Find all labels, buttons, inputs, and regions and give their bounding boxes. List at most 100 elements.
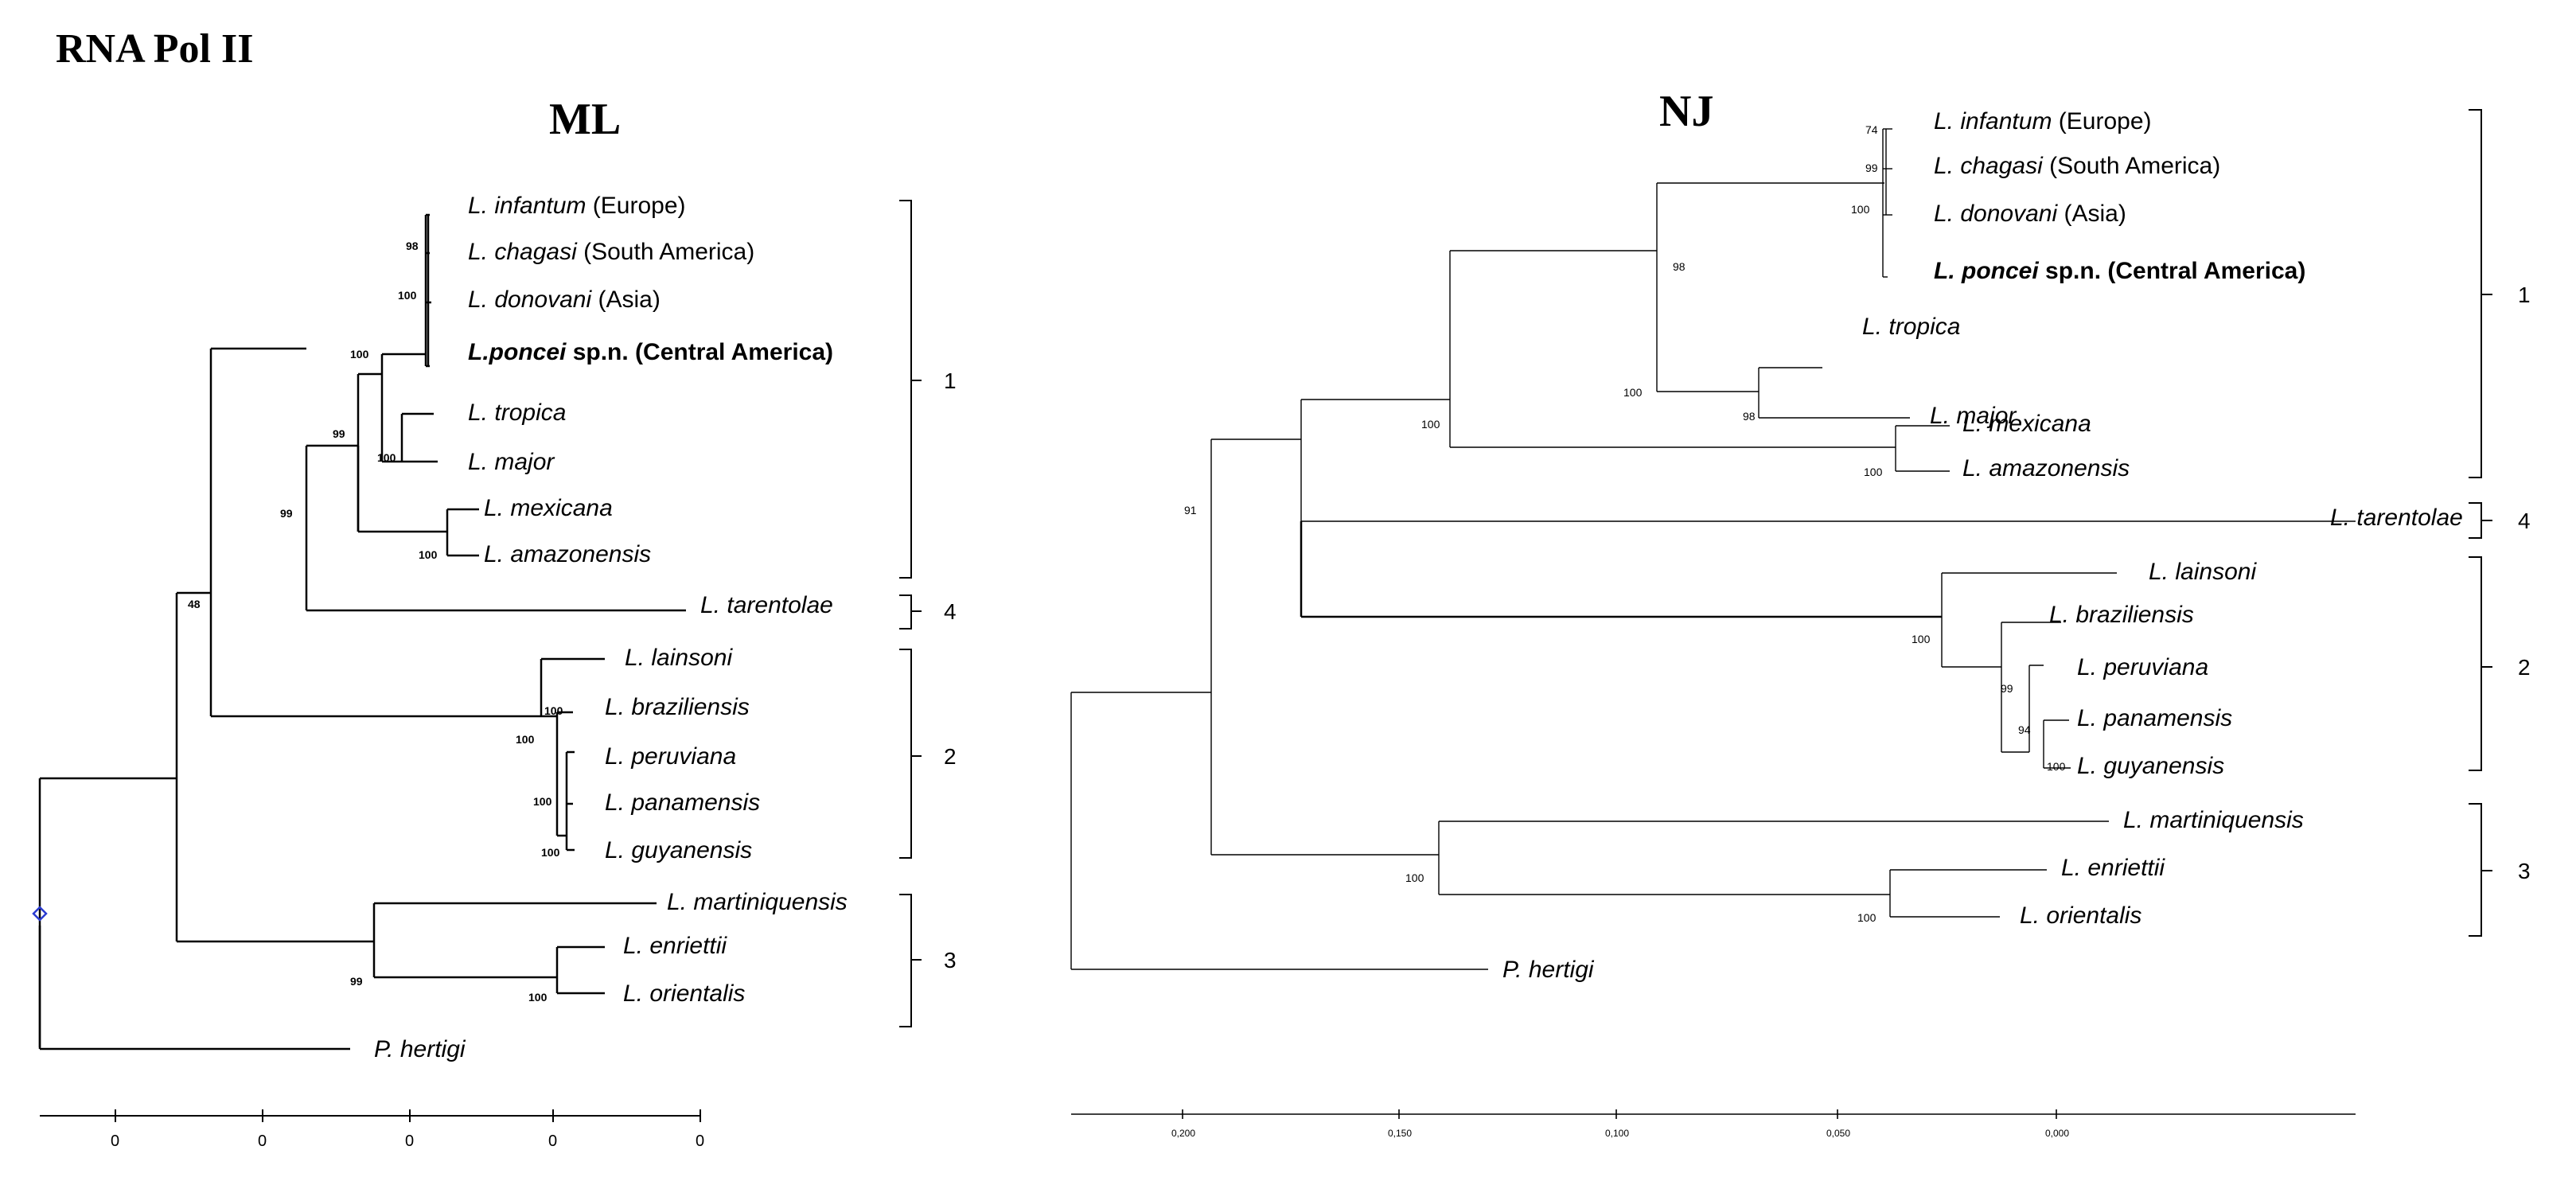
nj-tree-branches bbox=[1070, 128, 2356, 970]
ml-panel-title: ML bbox=[549, 95, 621, 144]
ml-taxon-amazonensis: L. amazonensis bbox=[484, 541, 651, 567]
nj-bootstrap-value: 98 bbox=[1743, 410, 1756, 423]
nj-panel-title: NJ bbox=[1659, 87, 1713, 136]
nj-clade-labels: 1 4 2 3 bbox=[2518, 283, 2531, 883]
ml-taxon-orientalis: L. orientalis bbox=[623, 980, 745, 1007]
ml-clade-brackets bbox=[899, 200, 922, 1027]
nj-bootstrap-value: 100 bbox=[1623, 386, 1643, 399]
ml-bootstrap-value: 100 bbox=[350, 348, 369, 361]
nj-taxon-enriettii: L. enriettii bbox=[2061, 855, 2165, 881]
ml-tree-branches bbox=[38, 213, 686, 1051]
ml-taxon-major: L. major bbox=[468, 449, 555, 475]
ml-taxon-donovani: L. donovani (Asia) bbox=[468, 287, 661, 313]
nj-bootstrap-value: 98 bbox=[1673, 260, 1686, 273]
nj-clade-label-2: 2 bbox=[2518, 655, 2531, 680]
nj-taxon-infantum: L. infantum (Europe) bbox=[1934, 108, 2152, 134]
ml-bootstrap-value: 100 bbox=[541, 846, 560, 859]
nj-bootstrap-value: 100 bbox=[1857, 911, 1876, 924]
nj-clade-label-3: 3 bbox=[2518, 859, 2531, 883]
ml-bootstrap-value: 98 bbox=[406, 240, 419, 252]
ml-bootstrap-value: 100 bbox=[398, 289, 417, 302]
ml-clade-label-3: 3 bbox=[944, 948, 957, 973]
ml-clade-label-4: 4 bbox=[944, 599, 957, 624]
ml-taxon-tarentolae: L. tarentolae bbox=[700, 592, 833, 618]
ml-axis-tick-label: 0 bbox=[696, 1132, 704, 1150]
ml-taxa-labels: L. infantum (Europe) L. chagasi (South A… bbox=[374, 193, 848, 1062]
nj-bootstrap-value: 74 bbox=[1865, 123, 1878, 136]
ml-bootstrap-value: 48 bbox=[188, 598, 201, 610]
nj-taxon-amazonensis: L. amazonensis bbox=[1962, 455, 2130, 481]
nj-taxon-lainsoni: L. lainsoni bbox=[2149, 559, 2257, 585]
ml-taxon-martiniquensis: L. martiniquensis bbox=[667, 889, 848, 915]
nj-bootstrap-value: 99 bbox=[2001, 682, 2013, 695]
nj-bootstrap-value: 100 bbox=[1864, 466, 1883, 478]
nj-axis-tick-label: 0,200 bbox=[1171, 1128, 1195, 1139]
ml-taxon-hertigi: P. hertigi bbox=[374, 1036, 466, 1062]
nj-axis-tick-label: 0,100 bbox=[1605, 1128, 1629, 1139]
nj-clade-brackets bbox=[2469, 109, 2492, 937]
nj-axis-tick-label: 0,000 bbox=[2045, 1128, 2069, 1139]
ml-taxon-panamensis: L. panamensis bbox=[605, 789, 760, 816]
nj-taxon-braziliensis: L. braziliensis bbox=[2049, 602, 2194, 628]
ml-bootstrap-value: 99 bbox=[333, 427, 345, 440]
nj-panel: NJ bbox=[1070, 87, 2531, 1139]
ml-axis-tick-label: 0 bbox=[111, 1132, 119, 1150]
ml-bootstrap-value: 100 bbox=[377, 451, 396, 464]
ml-taxon-peruviana: L. peruviana bbox=[605, 743, 736, 770]
nj-taxon-tarentolae: L. tarentolae bbox=[2330, 505, 2463, 531]
nj-bootstrap-value: 100 bbox=[2047, 760, 2066, 773]
nj-bootstrap-value: 100 bbox=[1421, 418, 1440, 431]
nj-taxon-donovani: L. donovani (Asia) bbox=[1934, 201, 2126, 227]
ml-bootstrap-values: 98 100 100 100 99 100 99 48 100 100 100 … bbox=[188, 240, 563, 1004]
nj-thick-branches bbox=[1300, 521, 1942, 618]
ml-taxon-enriettii: L. enriettii bbox=[623, 933, 727, 959]
ml-taxon-mexicana: L. mexicana bbox=[484, 495, 613, 521]
nj-bootstrap-values: 74 99 100 98 100 98 100 100 91 100 99 94… bbox=[1184, 123, 2066, 924]
ml-axis-tick-label: 0 bbox=[405, 1132, 414, 1150]
ml-clade-labels: 1 4 2 3 bbox=[944, 368, 957, 973]
ml-root-marker bbox=[32, 906, 48, 922]
ml-axis-tick-label: 0 bbox=[548, 1132, 557, 1150]
nj-taxon-orientalis: L. orientalis bbox=[2020, 902, 2141, 929]
ml-bootstrap-value: 100 bbox=[544, 704, 563, 717]
nj-bootstrap-value: 100 bbox=[1405, 871, 1424, 884]
ml-bootstrap-value: 100 bbox=[419, 548, 438, 561]
ml-scale-axis: 0 0 0 0 0 bbox=[40, 1109, 704, 1150]
nj-clade-label-1: 1 bbox=[2518, 283, 2531, 307]
nj-taxon-major: L. major bbox=[1930, 403, 2017, 429]
nj-bootstrap-value: 91 bbox=[1184, 504, 1197, 516]
nj-taxon-poncei: L. poncei sp.n. (Central America) bbox=[1934, 258, 2305, 284]
nj-taxon-hertigi: P. hertigi bbox=[1502, 957, 1595, 983]
nj-clade-label-4: 4 bbox=[2518, 509, 2531, 533]
nj-taxon-tropica: L. tropica bbox=[1862, 314, 1960, 340]
ml-taxon-braziliensis: L. braziliensis bbox=[605, 694, 750, 720]
nj-taxon-mexicana: L. mexicana bbox=[1962, 411, 2091, 437]
nj-bootstrap-value: 100 bbox=[1912, 633, 1931, 645]
nj-taxon-guyanensis: L. guyanensis bbox=[2077, 753, 2224, 779]
ml-taxon-tropica: L. tropica bbox=[468, 400, 566, 426]
ml-bootstrap-value: 99 bbox=[280, 507, 293, 520]
ml-bootstrap-value: 100 bbox=[528, 991, 548, 1004]
figure-title: RNA Pol II bbox=[56, 26, 253, 72]
ml-panel: ML bbox=[32, 95, 957, 1150]
ml-taxon-guyanensis: L. guyanensis bbox=[605, 837, 752, 863]
ml-bootstrap-value: 100 bbox=[516, 733, 535, 746]
ml-taxon-infantum: L. infantum (Europe) bbox=[468, 193, 686, 219]
nj-axis-tick-label: 0,150 bbox=[1388, 1128, 1412, 1139]
nj-taxon-martiniquensis: L. martiniquensis bbox=[2123, 807, 2304, 833]
ml-clade-label-2: 2 bbox=[944, 744, 957, 769]
nj-axis-tick-label: 0,050 bbox=[1826, 1128, 1850, 1139]
ml-taxon-lainsoni: L. lainsoni bbox=[625, 645, 733, 671]
ml-taxon-poncei: L.poncei sp.n. (Central America) bbox=[468, 339, 833, 365]
ml-bootstrap-value: 100 bbox=[533, 795, 552, 808]
nj-taxa-labels: L. infantum (Europe) L. chagasi (South A… bbox=[1502, 108, 2463, 983]
nj-bootstrap-value: 94 bbox=[2018, 723, 2031, 736]
ml-taxon-chagasi: L. chagasi (South America) bbox=[468, 239, 754, 265]
nj-scale-axis: 0,200 0,150 0,100 0,050 0,000 bbox=[1071, 1109, 2356, 1139]
nj-taxon-peruviana: L. peruviana bbox=[2077, 654, 2208, 680]
ml-axis-tick-label: 0 bbox=[258, 1132, 267, 1150]
nj-bootstrap-value: 100 bbox=[1851, 203, 1870, 216]
ml-clade-label-1: 1 bbox=[944, 368, 957, 393]
ml-bootstrap-value: 99 bbox=[350, 975, 363, 988]
